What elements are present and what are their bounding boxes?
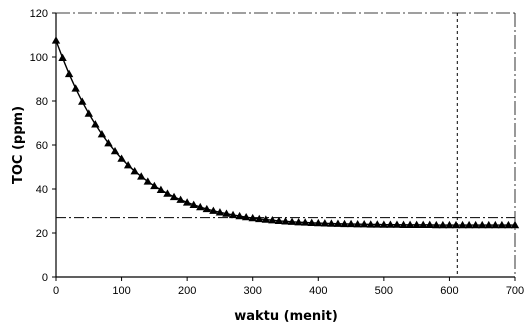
data-point-marker [182,198,192,206]
data-point-marker [64,69,74,78]
data-point-marker [123,161,133,169]
data-point-marker [320,219,330,227]
data-point-marker [137,172,146,180]
y-tick-label: 40 [36,184,48,196]
data-point-marker [484,220,493,229]
y-axis: 0 20 40 60 80 100 120 [30,8,56,284]
x-axis-title: waktu (menit) [234,309,338,324]
data-point-marker [399,220,408,229]
data-point-marker [222,209,231,217]
data-point-marker [425,220,434,229]
x-tick-label: 100 [112,285,130,297]
data-point-marker [359,220,369,228]
data-point-marker [268,216,277,224]
series-group [51,36,520,229]
data-point-marker [176,195,185,203]
data-point-marker [491,220,500,229]
data-point-marker [169,192,179,201]
data-point-marker [366,220,375,228]
data-point-marker [386,220,395,228]
data-point-marker [281,217,290,225]
data-point-marker [189,200,198,208]
data-point-marker [97,130,107,138]
data-point-marker [497,220,507,229]
data-point-marker [196,202,205,211]
data-point-marker [405,220,415,229]
data-point-marker [130,166,139,175]
data-point-marker [510,220,520,229]
data-point-marker [464,220,474,229]
data-point-marker [373,220,382,228]
data-point-marker [458,220,467,229]
x-tick-label: 200 [178,285,196,297]
data-point-marker [379,220,389,228]
data-point-marker [478,220,487,229]
data-point-marker [215,208,225,216]
y-axis-title: TOC (ppm) [11,106,26,184]
data-point-marker [307,218,316,227]
data-point-marker [255,214,264,223]
data-point-marker [471,220,480,229]
data-point-marker [104,139,113,147]
y-tick-label: 0 [42,272,48,284]
data-point-marker [353,220,362,228]
data-point-marker [333,219,343,227]
data-point-marker [274,216,284,225]
data-point-marker [346,219,356,228]
data-point-marker [163,189,172,197]
data-point-marker [451,220,461,229]
data-point-marker [261,215,271,223]
data-point-marker [327,219,336,227]
data-point-marker [84,109,93,117]
data-point-marker [314,218,323,227]
x-tick-label: 500 [375,285,393,297]
data-point-marker [438,220,448,229]
data-point-marker [143,177,152,185]
data-point-marker [58,53,67,62]
y-tick-label: 60 [36,140,48,152]
data-point-marker [392,220,402,228]
data-point-marker [51,36,61,44]
y-tick-label: 120 [30,8,48,20]
data-point-marker [78,97,87,105]
y-tick-label: 80 [36,96,48,108]
data-point-marker [117,154,126,162]
data-point-marker [71,84,80,92]
data-point-marker [248,213,257,222]
x-tick-label: 600 [440,285,458,297]
data-point-marker [202,204,212,213]
data-point-marker [287,217,297,225]
data-point-marker [110,146,120,155]
x-tick-label: 300 [244,285,262,297]
data-point-marker [235,211,244,220]
data-point-marker [445,220,454,229]
x-tick-label: 0 [53,285,59,297]
data-point-marker [241,212,251,221]
data-point-marker [504,220,513,229]
x-axis: 0 100 200 300 400 500 600 700 [53,277,524,297]
data-point-marker [228,210,238,219]
data-point-marker [419,220,428,229]
data-point-marker [156,185,166,194]
data-point-marker [150,181,159,190]
data-point-marker [412,220,421,229]
x-tick-label: 700 [506,285,524,297]
data-point-marker [91,120,100,128]
x-tick-label: 400 [309,285,327,297]
data-point-marker [340,219,349,228]
data-point-marker [300,218,310,226]
data-point-marker [209,206,218,214]
y-tick-label: 100 [30,52,48,64]
data-point-marker [432,220,441,229]
y-tick-label: 20 [36,228,48,240]
data-point-marker [294,218,303,226]
